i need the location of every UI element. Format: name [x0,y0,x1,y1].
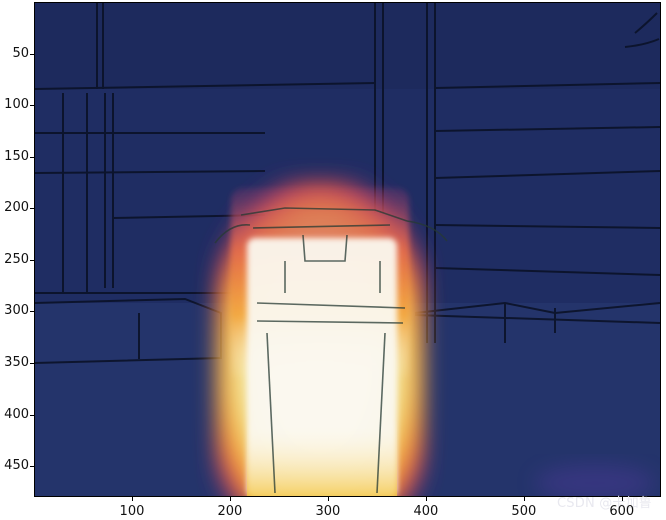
y-tick-label: 400 [4,406,29,422]
y-tick-label: 200 [4,200,29,216]
image-axes [34,2,661,497]
x-tick-mark [523,497,525,501]
x-tick-mark [425,497,427,501]
y-tick-mark [30,311,34,313]
y-tick-label: 250 [4,251,29,267]
y-tick-label: 50 [12,45,29,61]
y-tick-mark [30,105,34,107]
y-tick-mark [30,259,34,261]
y-tick-mark [30,53,34,55]
y-tick-label: 450 [4,458,29,474]
y-tick-label: 100 [4,97,29,113]
watermark-text: CSDN @卡加鲁 [557,496,652,511]
y-tick-mark [30,466,34,468]
y-tick-mark [30,362,34,364]
y-tick-mark [30,414,34,416]
y-tick-mark [30,156,34,158]
x-tick-mark [229,497,231,501]
x-tick-label: 500 [511,504,537,519]
y-tick-label: 150 [4,148,29,164]
x-tick-label: 400 [413,504,439,519]
x-tick-mark [621,497,623,501]
heatmap-overlay-image [35,3,660,496]
x-tick-label: 600 [609,504,635,519]
x-tick-label: 200 [217,504,243,519]
y-tick-label: 300 [4,303,29,319]
x-tick-label: 300 [315,504,341,519]
x-tick-mark [131,497,133,501]
y-tick-label: 350 [4,354,29,370]
x-tick-label: 100 [119,504,145,519]
y-tick-mark [30,208,34,210]
x-tick-mark [327,497,329,501]
